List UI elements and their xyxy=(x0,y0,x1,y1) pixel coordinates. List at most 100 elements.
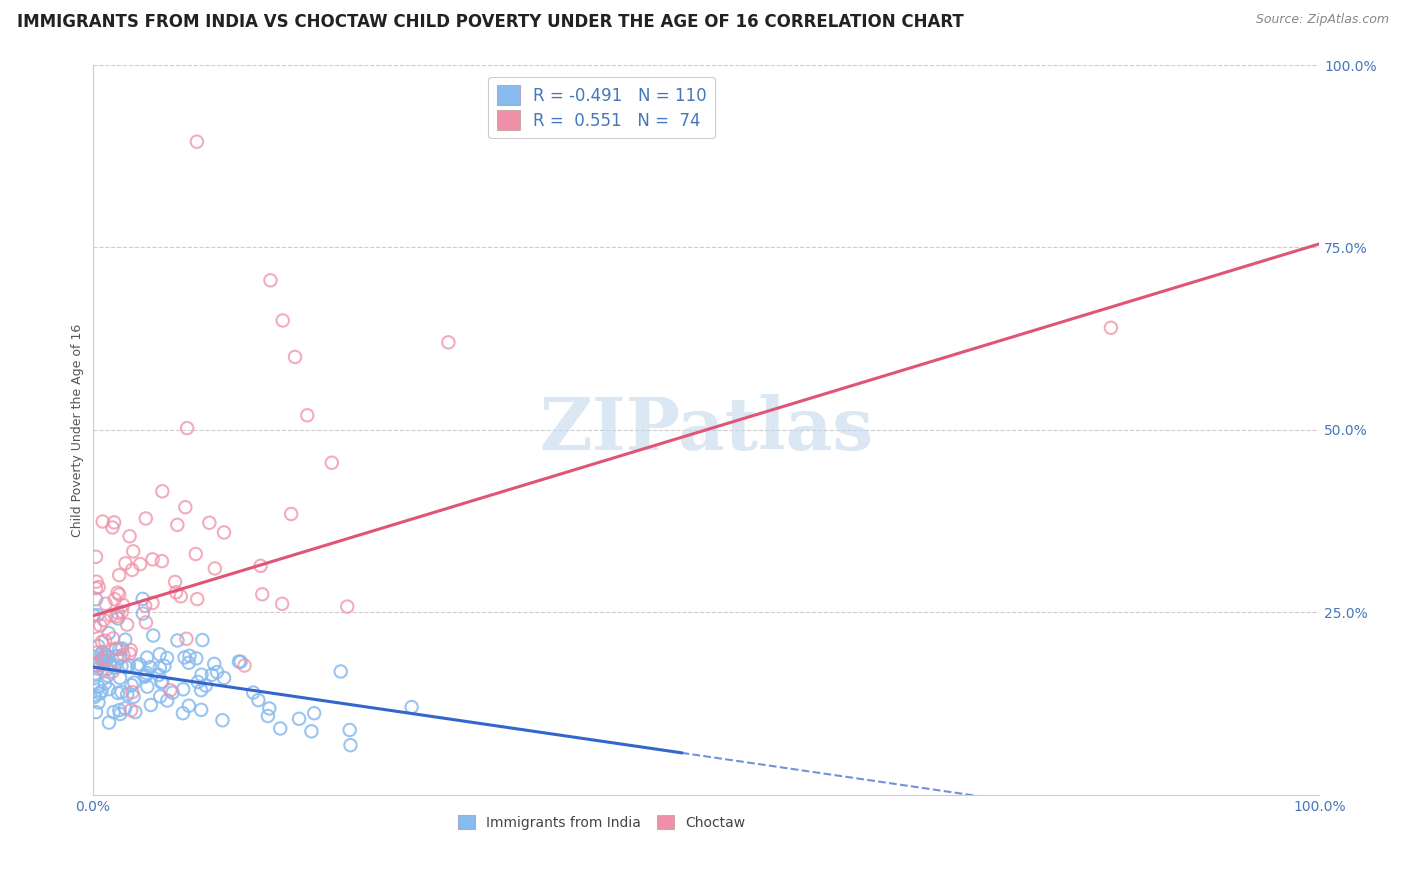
Point xyxy=(86,662,108,676)
Point xyxy=(104,642,127,657)
Text: Source: ZipAtlas.com: Source: ZipAtlas.com xyxy=(1256,13,1389,27)
Point xyxy=(108,703,131,717)
Point xyxy=(142,552,165,566)
Point xyxy=(118,647,141,661)
Point xyxy=(115,617,138,632)
Point xyxy=(288,712,311,726)
Point xyxy=(252,587,274,601)
Point xyxy=(233,658,256,673)
Point xyxy=(98,656,121,670)
Point xyxy=(115,688,138,702)
Point xyxy=(187,675,209,690)
Point xyxy=(98,715,121,730)
Point xyxy=(139,698,162,712)
Point xyxy=(129,557,152,571)
Point xyxy=(329,665,352,679)
Point xyxy=(271,597,294,611)
Point xyxy=(301,724,323,739)
Point xyxy=(173,650,195,665)
Point xyxy=(94,648,117,662)
Y-axis label: Child Poverty Under the Age of 16: Child Poverty Under the Age of 16 xyxy=(72,323,84,536)
Point xyxy=(190,683,212,698)
Point xyxy=(212,671,235,685)
Point xyxy=(271,313,294,327)
Point xyxy=(122,690,145,704)
Point xyxy=(149,690,172,704)
Point xyxy=(84,581,107,595)
Point xyxy=(401,700,423,714)
Point xyxy=(170,590,193,604)
Point xyxy=(165,574,187,589)
Point xyxy=(242,685,264,699)
Point xyxy=(114,632,136,647)
Point xyxy=(284,350,307,364)
Point xyxy=(101,632,124,646)
Point xyxy=(156,651,179,665)
Point xyxy=(204,561,226,575)
Point xyxy=(136,650,159,665)
Point xyxy=(84,666,107,681)
Point xyxy=(84,705,107,719)
Point xyxy=(190,667,212,681)
Point xyxy=(135,665,157,680)
Point xyxy=(84,592,107,607)
Point xyxy=(128,657,150,672)
Point xyxy=(90,648,112,662)
Point xyxy=(166,633,188,648)
Point xyxy=(94,633,117,648)
Point xyxy=(176,632,198,646)
Point xyxy=(107,686,129,700)
Point xyxy=(83,671,105,685)
Point xyxy=(84,620,107,634)
Point xyxy=(86,657,108,672)
Point xyxy=(121,685,143,699)
Point xyxy=(186,135,208,149)
Point xyxy=(83,608,105,623)
Point xyxy=(112,598,135,612)
Point xyxy=(87,639,110,653)
Point xyxy=(90,634,112,648)
Point xyxy=(139,660,162,674)
Point xyxy=(107,611,129,625)
Point xyxy=(97,682,120,697)
Point xyxy=(135,511,157,525)
Point xyxy=(259,701,281,715)
Point xyxy=(87,695,110,709)
Text: ZIPatlas: ZIPatlas xyxy=(538,394,873,466)
Point xyxy=(150,484,173,499)
Point xyxy=(166,517,188,532)
Point xyxy=(321,456,343,470)
Point xyxy=(228,655,250,669)
Point xyxy=(150,675,173,690)
Point xyxy=(131,591,153,606)
Point xyxy=(190,703,212,717)
Point xyxy=(132,607,155,621)
Point xyxy=(302,706,325,721)
Point xyxy=(111,605,134,619)
Point xyxy=(121,563,143,577)
Point xyxy=(93,613,115,627)
Point xyxy=(105,609,128,624)
Point xyxy=(201,667,224,681)
Point xyxy=(91,663,114,677)
Point xyxy=(89,655,111,669)
Point xyxy=(97,626,120,640)
Point xyxy=(186,592,208,607)
Point xyxy=(186,651,208,665)
Point xyxy=(108,588,131,602)
Point xyxy=(148,668,170,682)
Point xyxy=(297,409,319,423)
Point xyxy=(198,516,221,530)
Point xyxy=(184,547,207,561)
Point xyxy=(120,643,142,657)
Point xyxy=(136,680,159,694)
Point xyxy=(91,654,114,668)
Point xyxy=(115,660,138,674)
Point xyxy=(96,669,118,683)
Point xyxy=(114,701,136,715)
Point xyxy=(249,558,271,573)
Point xyxy=(121,678,143,692)
Point xyxy=(135,668,157,682)
Point xyxy=(135,615,157,630)
Point xyxy=(122,544,145,558)
